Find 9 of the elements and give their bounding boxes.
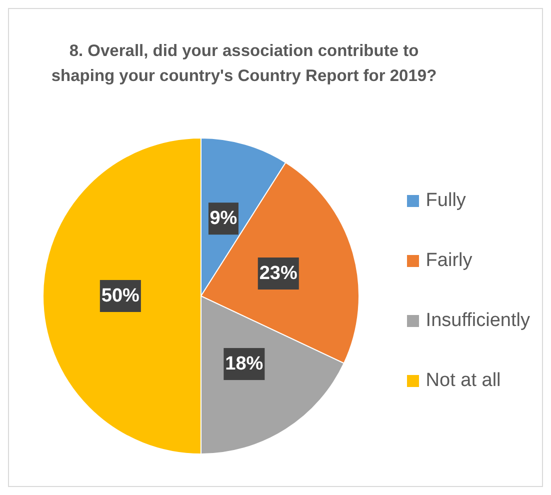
legend-label: Fully (424, 189, 467, 213)
data-label: 23% (259, 263, 298, 284)
legend-label: Insufficiently (424, 309, 530, 333)
legend-label: Fairly (424, 249, 474, 273)
data-label: 9% (210, 208, 238, 230)
data-label: 18% (225, 354, 264, 375)
data-label: 50% (101, 286, 140, 306)
legend-label: Not at all (424, 369, 502, 393)
chart-title: 8. Overall, did your association contribute to shaping your country's Country Report for 2019? (50, 41, 438, 87)
